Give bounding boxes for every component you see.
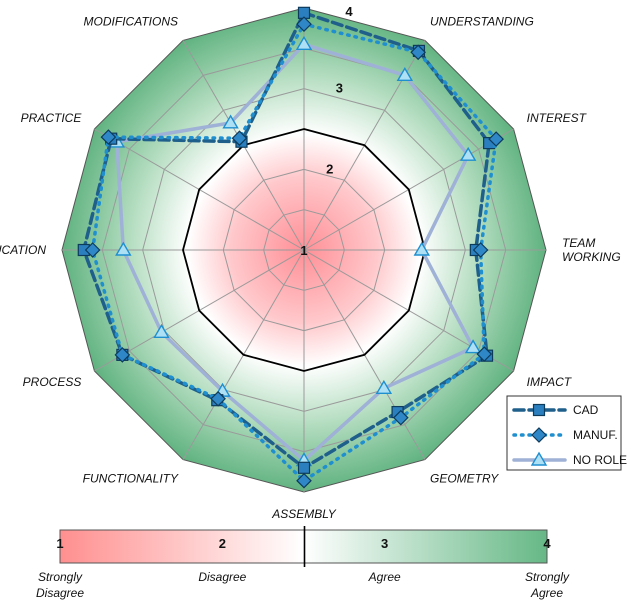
axis-labels: MOTIVATIONUNDERSTANDINGINTERESTTEAMWORKI… [0,14,621,521]
scale-number: 4 [543,536,551,551]
scale-gradient [59,529,548,564]
marker-square [297,461,311,474]
axis-label: FUNCTIONALITY [83,472,179,486]
marker-diamond [84,242,101,258]
neutral-ring [182,128,426,372]
scale-word: Agree [368,570,401,584]
ring-label: 4 [345,4,353,19]
axis-label: MODIFICATIONS [84,14,178,28]
marker-triangle [153,323,170,338]
marker-diamond [531,427,547,443]
marker-diamond [392,409,409,426]
scale-number: 1 [56,536,63,551]
marker-triangle [464,339,482,354]
axis-label: UNDERSTANDING [430,14,534,28]
marker-diamond [296,16,312,32]
scale-number: 3 [381,536,388,551]
legend: CAD MANUF. NO ROLE [506,395,627,471]
marker-diamond [472,242,489,258]
agreement-scale: 1 Strongly Disagree 2 Disagree 3 Agree 4 Strongl… [36,526,570,600]
radar-series-group [77,6,504,489]
marker-diamond [410,44,426,61]
marker-triangle [530,451,548,466]
ring-labels: 1 2 3 4 [300,4,353,258]
axis-label: PROCESS [23,375,82,389]
ring-label: 1 [300,243,307,258]
axis-label: EDUCATION [0,243,46,257]
marker-square [532,403,546,417]
marker-triangle [222,114,239,129]
scale-word: Strongly Agree [525,570,570,600]
marker-diamond [296,472,312,489]
marker-triangle [375,379,393,395]
axis-label: INTEREST [527,111,588,125]
marker-diamond [231,130,248,147]
legend-label: MANUF. [573,428,618,442]
legend-label: CAD [573,403,599,417]
axis-label: TEAM WORKING [562,236,621,264]
marker-diamond [114,347,131,363]
axis-label: IMPACT [527,375,573,389]
marker-triangle [396,66,414,82]
marker-triangle [295,35,313,50]
marker-triangle [115,241,132,256]
scale-number: 2 [219,536,226,551]
scale-word: Strongly Disagree [36,570,84,600]
axis-label: GEOMETRY [430,472,499,486]
marker-triangle [413,241,430,256]
series-manuf [84,16,504,489]
axis-label: PRACTICE [21,111,83,125]
marker-diamond [210,390,226,407]
marker-triangle [459,146,477,161]
axis-label: ASSEMBLY [271,507,337,521]
scale-word: Disagree [198,570,246,584]
ring-label: 2 [326,161,333,176]
legend-label: NO ROLE [573,453,627,467]
marker-diamond [100,129,117,145]
marker-diamond [476,346,493,362]
ring-label: 3 [336,81,343,96]
marker-diamond [488,131,504,147]
